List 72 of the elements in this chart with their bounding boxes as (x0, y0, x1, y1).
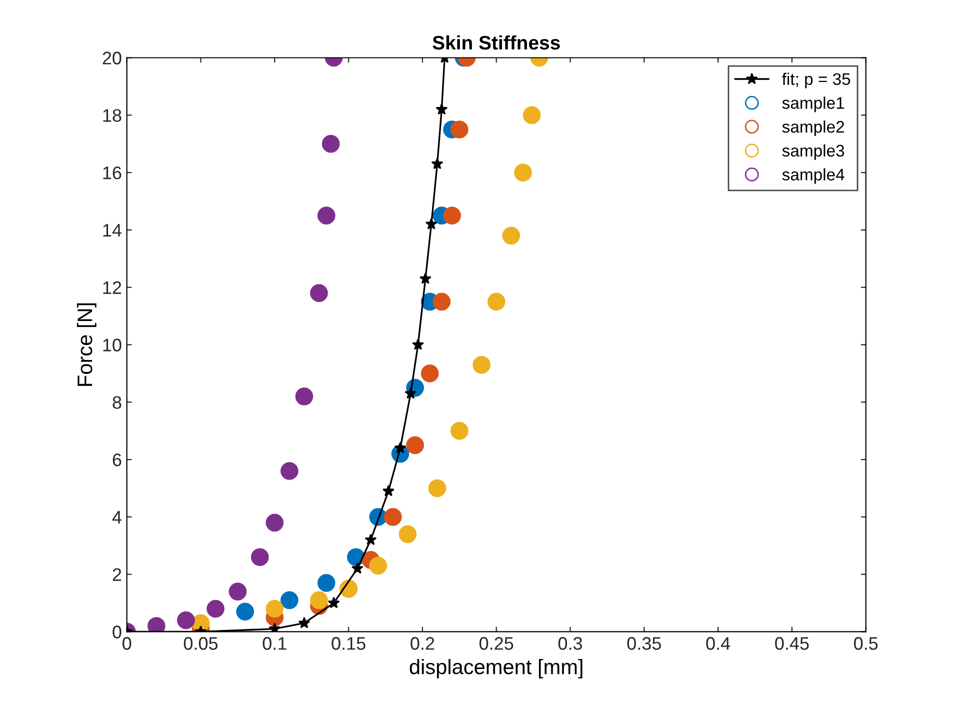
y-tick-label: 8 (112, 396, 122, 409)
point (431, 158, 444, 170)
point (250, 548, 269, 566)
point (398, 525, 417, 544)
point (328, 596, 340, 608)
x-tick-label: 0.1 (262, 637, 286, 650)
x-tick-label: 0.05 (184, 637, 218, 650)
point (432, 292, 451, 311)
point (206, 600, 224, 618)
point (394, 442, 406, 454)
legend-label: sample2 (782, 120, 844, 136)
legend-label: sample4 (782, 168, 844, 184)
x-tick-label: 0.5 (854, 637, 878, 650)
point (412, 338, 424, 350)
point (369, 556, 388, 575)
y-tick-label: 16 (103, 166, 122, 180)
point (436, 103, 448, 115)
y-tick-label: 6 (112, 453, 122, 466)
point (487, 292, 506, 311)
point (382, 484, 394, 496)
point (177, 611, 195, 630)
y-tick-label: 14 (103, 224, 122, 236)
legend-label: fit; p = 35 (782, 72, 850, 88)
point (228, 582, 247, 600)
x-tick-label: 0.45 (775, 637, 809, 650)
y-tick-label: 12 (103, 281, 122, 294)
point (443, 206, 461, 225)
point (280, 591, 298, 610)
point (295, 387, 314, 406)
point (406, 436, 424, 454)
y-tick-label: 0 (112, 626, 122, 638)
y-tick-label: 2 (112, 568, 122, 581)
point (419, 272, 432, 284)
x-tick-label: 0.15 (332, 637, 366, 650)
x-tick-label: 0 (122, 637, 132, 650)
point (425, 218, 438, 230)
point (514, 164, 532, 182)
point (502, 226, 520, 245)
y-tick-label: 4 (112, 511, 122, 524)
point (266, 600, 284, 618)
point (472, 356, 490, 374)
x-tick-label: 0.4 (706, 637, 730, 650)
legend-label: sample3 (782, 144, 844, 160)
x-tick-label: 0.25 (479, 637, 514, 650)
y-axis-title: Force [N] (76, 303, 96, 386)
point (268, 622, 281, 632)
point (384, 508, 402, 526)
point (280, 462, 298, 480)
point (522, 106, 541, 124)
point (420, 364, 439, 382)
chart-title: Skin Stiffness (432, 35, 560, 50)
legend-label: sample1 (782, 96, 844, 112)
y-tick-label: 20 (102, 52, 122, 64)
point (317, 206, 336, 225)
point (450, 120, 468, 138)
point (322, 134, 340, 153)
point (310, 284, 328, 302)
x-tick-label: 0.2 (410, 637, 434, 650)
y-tick-label: 10 (103, 338, 122, 352)
x-axis-title: displacement [mm] (410, 658, 582, 678)
point (298, 616, 310, 628)
x-tick-label: 0.3 (558, 637, 582, 650)
point (351, 562, 364, 574)
point (317, 574, 336, 592)
point (266, 514, 284, 532)
point (236, 602, 254, 621)
x-tick-label: 0.35 (627, 637, 661, 650)
point (364, 534, 377, 546)
point (428, 479, 446, 498)
y-tick-label: 18 (103, 109, 122, 122)
point (310, 591, 328, 610)
point (450, 422, 468, 440)
